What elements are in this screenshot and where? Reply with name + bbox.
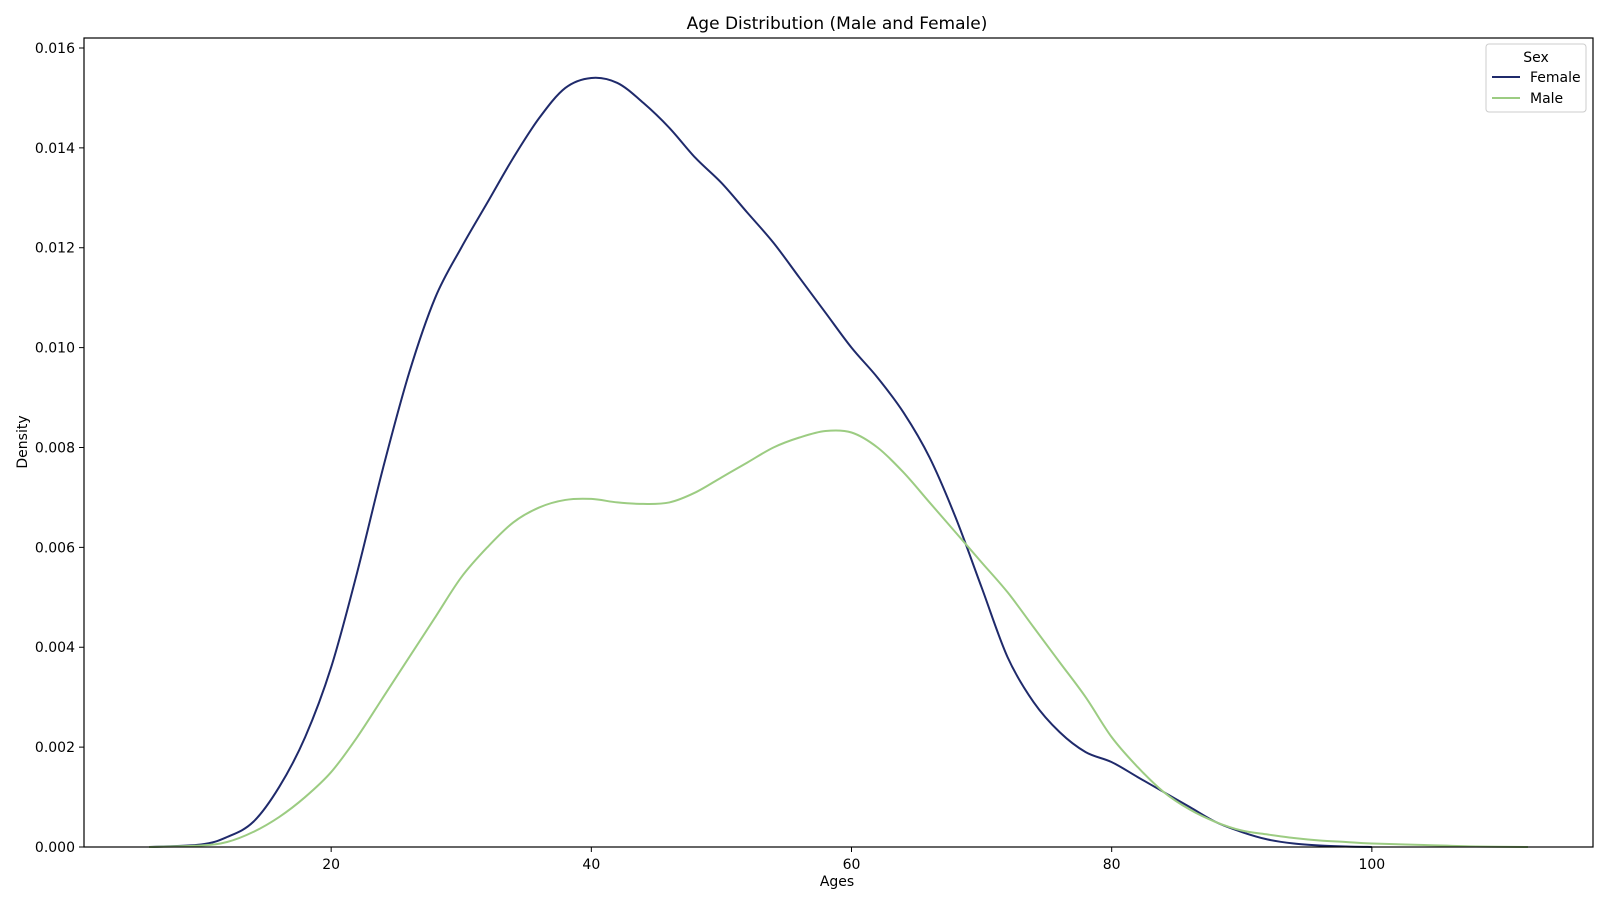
series-line-male xyxy=(149,429,1528,848)
x-axis: 20 40 60 80 100 xyxy=(322,847,1385,873)
y-tick-label: 0.012 xyxy=(35,241,75,257)
plot-area xyxy=(148,76,1528,848)
x-tick-label: 100 xyxy=(1358,857,1385,873)
x-tick-label: 40 xyxy=(582,857,600,873)
legend-box xyxy=(1485,43,1587,113)
chart-title: Age Distribution (Male and Female) xyxy=(687,14,988,34)
legend-title: Sex xyxy=(1523,50,1549,66)
legend-label-female: Female xyxy=(1530,70,1581,86)
y-tick-label: 0.006 xyxy=(35,540,75,556)
y-axis-label: Density xyxy=(15,415,31,468)
x-tick-label: 80 xyxy=(1103,857,1121,873)
series-line-female xyxy=(148,76,1372,848)
y-tick-label: 0.016 xyxy=(35,41,75,57)
y-tick-label: 0.010 xyxy=(35,341,75,357)
legend-label-male: Male xyxy=(1530,91,1563,107)
y-tick-label: 0.004 xyxy=(35,640,75,656)
x-tick-label: 20 xyxy=(322,857,340,873)
x-tick-label: 60 xyxy=(843,857,861,873)
y-tick-label: 0.014 xyxy=(35,141,75,157)
y-tick-label: 0.000 xyxy=(35,840,75,856)
y-tick-label: 0.008 xyxy=(35,440,75,456)
x-axis-label: Ages xyxy=(820,874,854,890)
y-tick-label: 0.002 xyxy=(35,740,75,756)
legend: Sex Female Male xyxy=(1485,43,1587,113)
y-axis: 0.000 0.002 0.004 0.006 0.008 0.010 0.012 0.014… xyxy=(35,41,84,856)
axes-frame xyxy=(83,37,1594,848)
